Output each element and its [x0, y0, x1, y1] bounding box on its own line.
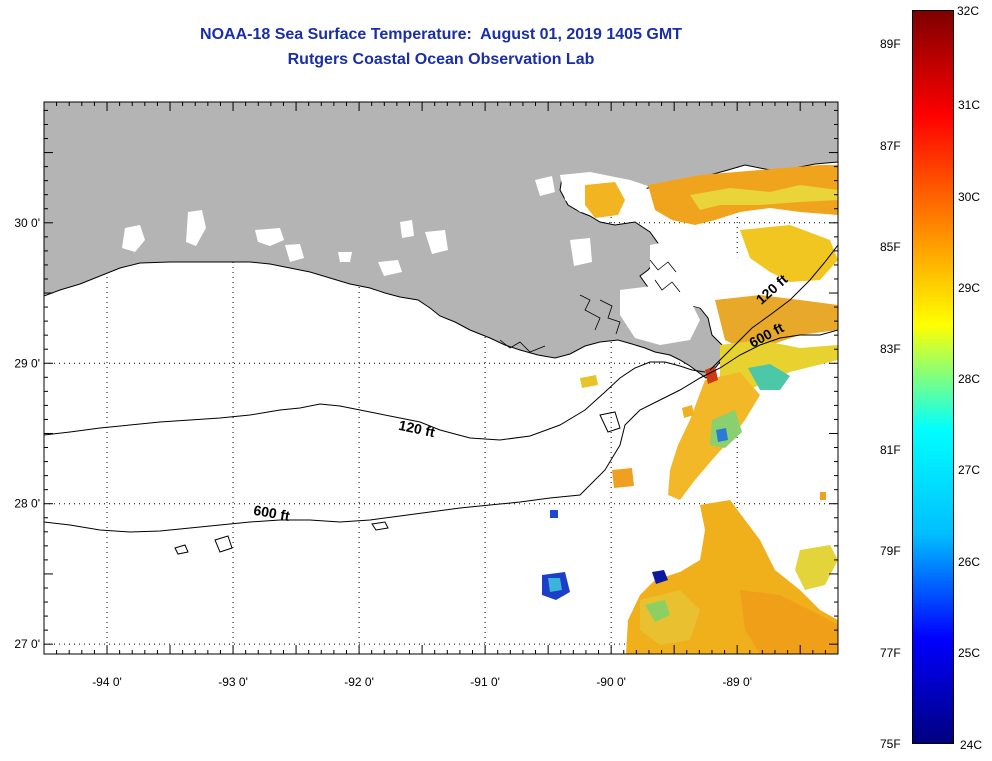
map-title: NOAA-18 Sea Surface Temperature: August … — [200, 26, 682, 43]
celsius-label: 31C — [958, 98, 981, 113]
map-subtitle: Rutgers Coastal Ocean Observation Lab — [287, 51, 595, 68]
lon-tick-label: -89 0' — [722, 675, 752, 689]
temperature-colorbar — [912, 10, 954, 744]
fahrenheit-label: 87F — [880, 138, 901, 153]
fahrenheit-label: 81F — [880, 442, 901, 457]
fahrenheit-label: 85F — [880, 240, 901, 255]
lon-tick-label: -94 0' — [92, 675, 122, 689]
celsius-label: 28C — [958, 372, 981, 386]
fahrenheit-label: 89F — [880, 37, 901, 52]
contour-label: 120 ft — [397, 417, 436, 440]
celsius-label: 32C — [957, 4, 980, 18]
lon-tick-label: -90 0' — [596, 675, 626, 689]
fahrenheit-label: 77F — [880, 645, 901, 660]
celsius-label: 30C — [958, 189, 981, 204]
contour-label: 600 ft — [252, 502, 291, 524]
lon-tick-label: -92 0' — [344, 675, 374, 689]
celsius-label: 25C — [958, 645, 981, 660]
fahrenheit-label: 79F — [880, 544, 901, 559]
lat-tick-label: 30 0' — [14, 216, 40, 230]
delta-fragments — [499, 259, 681, 353]
celsius-label: 27C — [958, 463, 981, 478]
axis-tick-labels: -94 0' -93 0' -92 0' -91 0' -90 0' -89 0' 30 0… — [14, 216, 752, 689]
axis-ticks — [43, 102, 839, 654]
bathymetry-contours — [44, 244, 838, 555]
contour-120ft — [44, 361, 706, 441]
lat-tick-label: 29 0' — [14, 356, 40, 370]
celsius-label: 24C — [960, 738, 983, 752]
fahrenheit-label: 83F — [880, 341, 901, 356]
lat-tick-label: 28 0' — [14, 497, 40, 511]
fahrenheit-label: 75F — [880, 737, 901, 751]
lon-tick-label: -91 0' — [470, 675, 500, 689]
lon-tick-label: -93 0' — [218, 675, 248, 689]
map-frame — [43, 101, 839, 655]
lat-tick-label: 27 0' — [14, 637, 40, 651]
sst-data-layer — [542, 165, 838, 654]
celsius-label: 26C — [958, 554, 981, 569]
celsius-label: 29C — [958, 280, 981, 295]
contour-600ft — [44, 329, 838, 533]
